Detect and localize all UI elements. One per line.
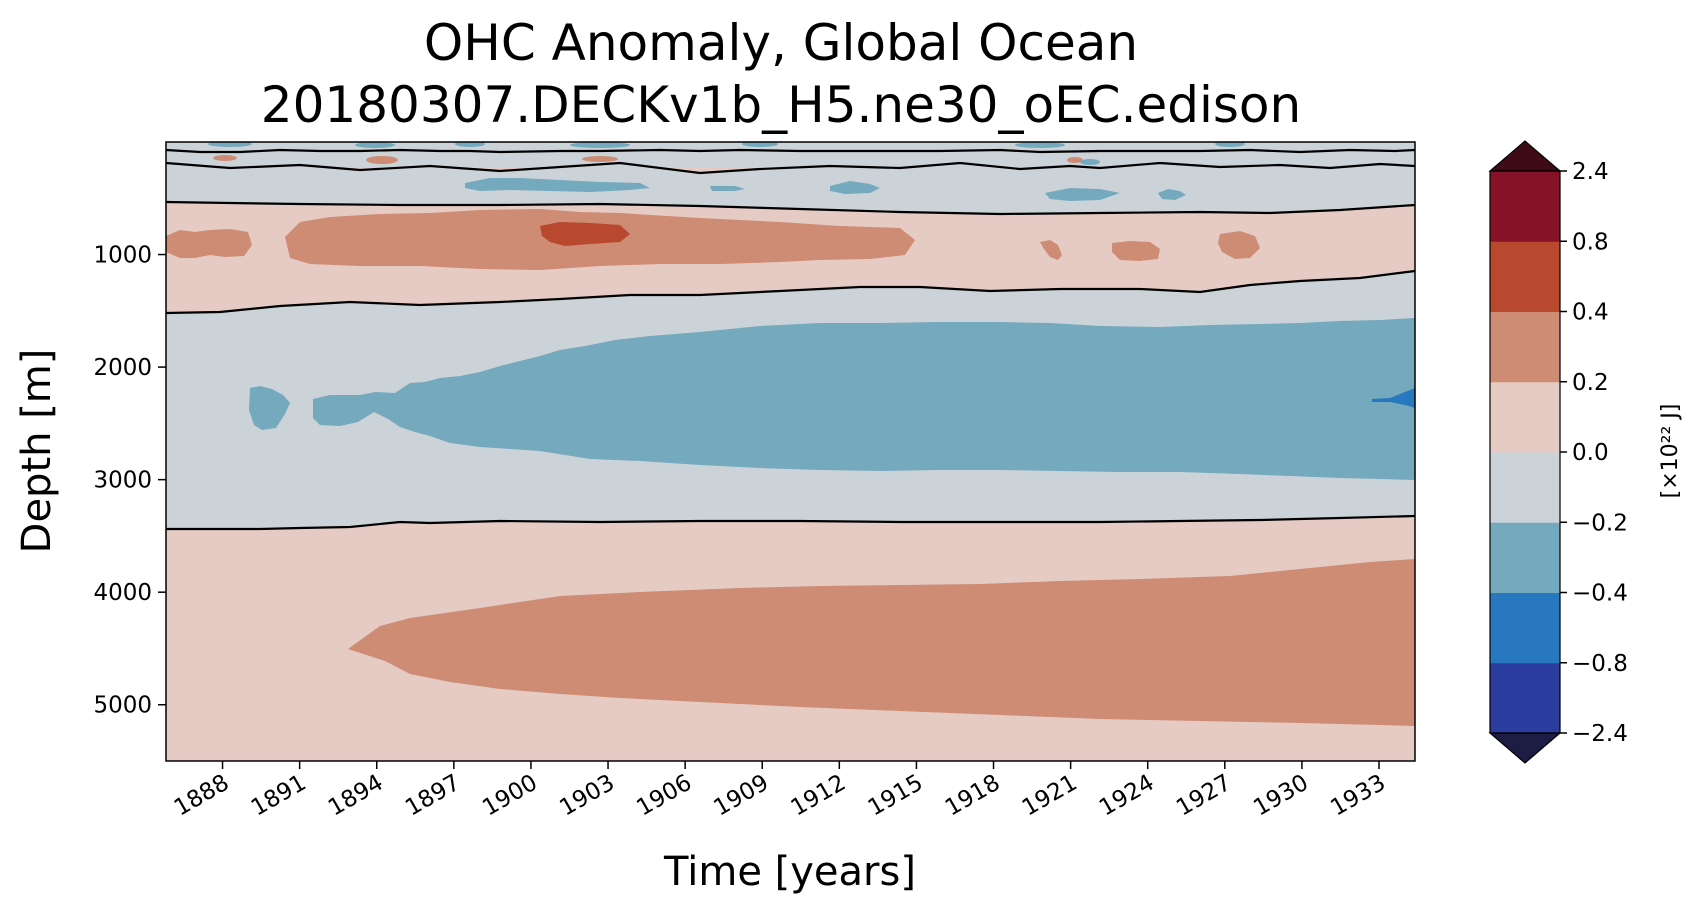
surface-positive-spot bbox=[582, 156, 618, 162]
y-tick-label: 1000 bbox=[93, 243, 152, 269]
colorbar-tick-label: 0.2 bbox=[1572, 370, 1609, 396]
colorbar-segment bbox=[1490, 311, 1560, 383]
x-tick-label: 1897 bbox=[401, 770, 465, 822]
colorbar-tick-label: 0.8 bbox=[1572, 229, 1609, 255]
colorbar-segment bbox=[1490, 662, 1560, 734]
surface-negative-spot bbox=[455, 142, 485, 147]
x-tick-label: 1903 bbox=[555, 770, 619, 822]
surface-negative-spot bbox=[742, 142, 778, 147]
x-tick-label: 1933 bbox=[1326, 770, 1390, 822]
zero-contour-line bbox=[166, 161, 1415, 175]
chart-title-line1: OHC Anomaly, Global Ocean bbox=[424, 14, 1138, 72]
x-tick-label: 1912 bbox=[787, 770, 851, 822]
colorbar-tick-label: −0.2 bbox=[1572, 510, 1628, 536]
core-intermediate-positive bbox=[1040, 240, 1062, 260]
shallow-negative-patch bbox=[710, 186, 745, 191]
x-tick-label: 1921 bbox=[1018, 770, 1082, 822]
shallow-negative-patch bbox=[830, 181, 880, 194]
surface-positive-spot bbox=[213, 155, 237, 161]
colorbar-segment bbox=[1490, 241, 1560, 312]
plot-frame bbox=[165, 141, 1416, 762]
y-tick-label: 5000 bbox=[93, 693, 152, 719]
core-intermediate-negative bbox=[313, 318, 1415, 480]
core-intermediate-positive bbox=[1112, 241, 1160, 261]
colorbar-tick-label: 0.4 bbox=[1572, 300, 1609, 326]
colorbar-tick-label: 2.4 bbox=[1572, 159, 1609, 185]
x-tick-label: 1909 bbox=[710, 770, 774, 822]
core-max-positive bbox=[540, 222, 630, 246]
colorbar-label: [×10²² J] bbox=[1658, 404, 1683, 499]
surface-negative-spot bbox=[208, 142, 252, 147]
y-tick-label: 2000 bbox=[93, 355, 152, 381]
zero-contours bbox=[166, 148, 1415, 531]
zero-contour-line bbox=[166, 200, 1415, 216]
colorbar-tick-label: −2.4 bbox=[1572, 721, 1628, 747]
colorbar-segment bbox=[1490, 381, 1560, 453]
surface-negative-spot bbox=[1215, 142, 1245, 147]
core-intermediate-positive bbox=[1218, 231, 1260, 259]
x-tick-label: 1888 bbox=[170, 770, 234, 822]
shallow-negative-patch bbox=[1158, 189, 1186, 200]
colorbar-segment bbox=[1490, 592, 1560, 664]
zero-contour-line bbox=[166, 148, 1415, 154]
surface-negative-spot bbox=[570, 142, 630, 148]
colorbar-tick-label: 0.0 bbox=[1572, 440, 1609, 466]
x-tick-label: 1906 bbox=[632, 770, 696, 822]
colorbar-tick-label: −0.4 bbox=[1572, 581, 1628, 607]
y-axis-label: Depth [m] bbox=[14, 349, 60, 554]
x-tick-label: 1900 bbox=[478, 770, 542, 822]
surface-negative-spot bbox=[1080, 159, 1100, 165]
shallow-negative-patch bbox=[1045, 188, 1120, 201]
x-tick-label: 1930 bbox=[1249, 770, 1313, 822]
x-tick-label: 1918 bbox=[941, 770, 1005, 822]
y-axis: 1000 2000 3000 4000 5000 bbox=[93, 243, 166, 719]
colorbar-segment bbox=[1490, 171, 1560, 242]
zero-contour-line bbox=[166, 514, 1415, 531]
colorbar-segment bbox=[1490, 522, 1560, 593]
colorbar-extend-low bbox=[1488, 732, 1562, 764]
zero-contour-line bbox=[166, 269, 1415, 315]
x-axis: 1888 1891 1894 1897 1900 1903 1906 1909 1912 1915… bbox=[170, 761, 1390, 821]
colorbar: −2.4 −0.8 −0.4 −0.2 0.0 0.2 0.4 0.8 2.4 bbox=[1488, 140, 1628, 764]
surface-negative-spot bbox=[355, 142, 395, 148]
band-shallow-negative bbox=[166, 163, 1415, 214]
plot-area bbox=[166, 142, 1415, 761]
x-tick-label: 1894 bbox=[324, 770, 388, 822]
surface-positive-spot bbox=[366, 156, 398, 164]
x-tick-label: 1915 bbox=[864, 770, 928, 822]
y-tick-label: 3000 bbox=[93, 468, 152, 494]
colorbar-segment bbox=[1490, 452, 1560, 523]
chart-title-line2: 20180307.DECKv1b_H5.ne30_oEC.edison bbox=[261, 76, 1301, 134]
x-tick-label: 1927 bbox=[1172, 770, 1236, 822]
colorbar-tick-label: −0.8 bbox=[1572, 651, 1628, 677]
surface-negative-spot bbox=[1015, 142, 1065, 148]
x-tick-label: 1891 bbox=[247, 770, 311, 822]
y-tick-label: 4000 bbox=[93, 580, 152, 606]
core-intermediate-positive bbox=[166, 229, 252, 258]
core-deep-positive bbox=[348, 559, 1415, 726]
core-deep-negative-spot bbox=[1372, 388, 1415, 408]
core-intermediate-negative bbox=[249, 386, 290, 430]
x-axis-label: Time [years] bbox=[663, 849, 916, 895]
x-tick-label: 1924 bbox=[1095, 770, 1159, 822]
colorbar-extend-high bbox=[1488, 140, 1562, 172]
surface-positive-spot bbox=[1067, 157, 1083, 163]
shallow-negative-patch bbox=[465, 178, 650, 192]
